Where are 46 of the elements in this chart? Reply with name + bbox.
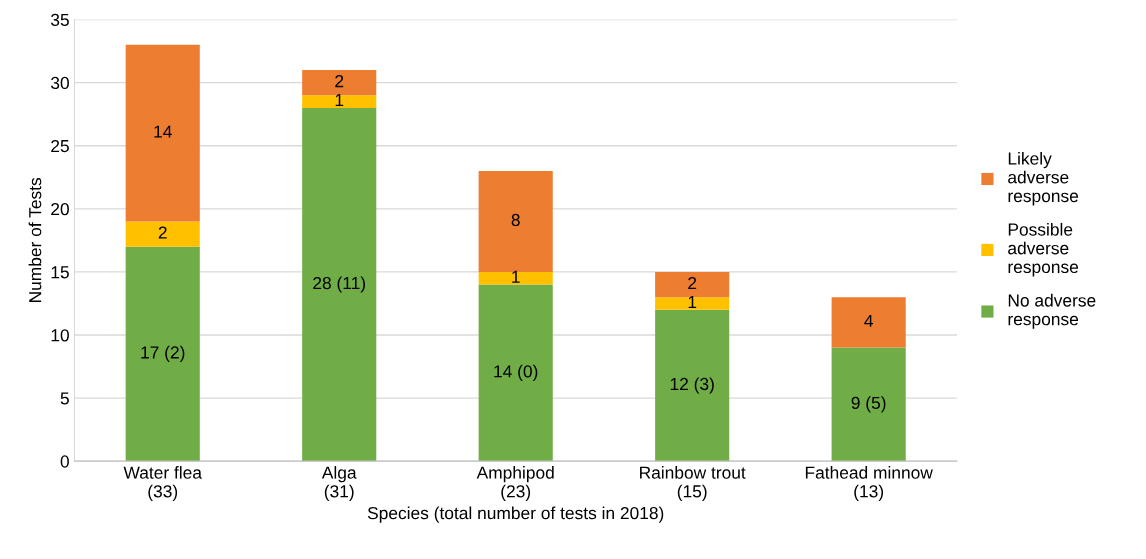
bar xyxy=(302,70,377,96)
bar xyxy=(478,170,553,272)
y-tick-label: 5 xyxy=(60,392,69,405)
y-tick-label: 25 xyxy=(51,139,69,153)
data-label: 2 xyxy=(688,276,697,290)
data-label: 1 xyxy=(335,94,344,107)
x-tick-label: Amphipod (23) xyxy=(476,466,554,501)
y-tick-label: 30 xyxy=(50,76,69,90)
data-label: 28 (11) xyxy=(313,276,366,293)
data-label: 1 xyxy=(512,270,520,283)
data-label: 2 xyxy=(335,75,344,88)
data-label: 4 xyxy=(864,314,873,327)
x-tick-label: Alga (31) xyxy=(321,466,357,501)
bar xyxy=(831,297,906,348)
bar xyxy=(478,284,553,462)
data-label: 2 xyxy=(158,226,167,239)
data-label: 14 (0) xyxy=(494,364,538,381)
y-tick-label: 10 xyxy=(51,329,69,342)
y-tick-label: 35 xyxy=(50,13,69,27)
y-axis-title: Number of Tests xyxy=(28,177,42,302)
bar xyxy=(125,221,200,247)
x-tick-label: Water flea (33) xyxy=(123,466,202,501)
y-tick-label: 20 xyxy=(51,202,69,216)
bar xyxy=(478,271,553,285)
bar xyxy=(302,107,377,462)
data-label: 14 xyxy=(154,125,172,138)
data-label: 12 (3) xyxy=(670,377,714,394)
x-tick-label: Fathead minnow (13) xyxy=(805,466,933,501)
x-tick-label: Rainbow trout (15) xyxy=(640,466,746,501)
bar xyxy=(125,44,200,222)
legend-label: Likely adverse response xyxy=(1008,151,1079,206)
y-tick-label: 0 xyxy=(60,455,69,468)
bar xyxy=(302,95,377,108)
data-label: 9 (5) xyxy=(851,396,886,413)
x-axis-title: Species (total number of tests in 2018) xyxy=(367,506,664,523)
bar xyxy=(655,297,730,310)
bar xyxy=(655,271,730,298)
data-label: 8 xyxy=(511,213,520,227)
bar xyxy=(655,309,730,462)
data-label: 1 xyxy=(688,296,697,308)
bar xyxy=(831,347,906,462)
legend-label: No adverse response xyxy=(1008,293,1096,329)
y-tick-label: 15 xyxy=(51,266,69,279)
legend-label: Possible adverse response xyxy=(1008,222,1079,277)
data-label: 17 (2) xyxy=(141,345,185,363)
bar xyxy=(125,246,200,462)
